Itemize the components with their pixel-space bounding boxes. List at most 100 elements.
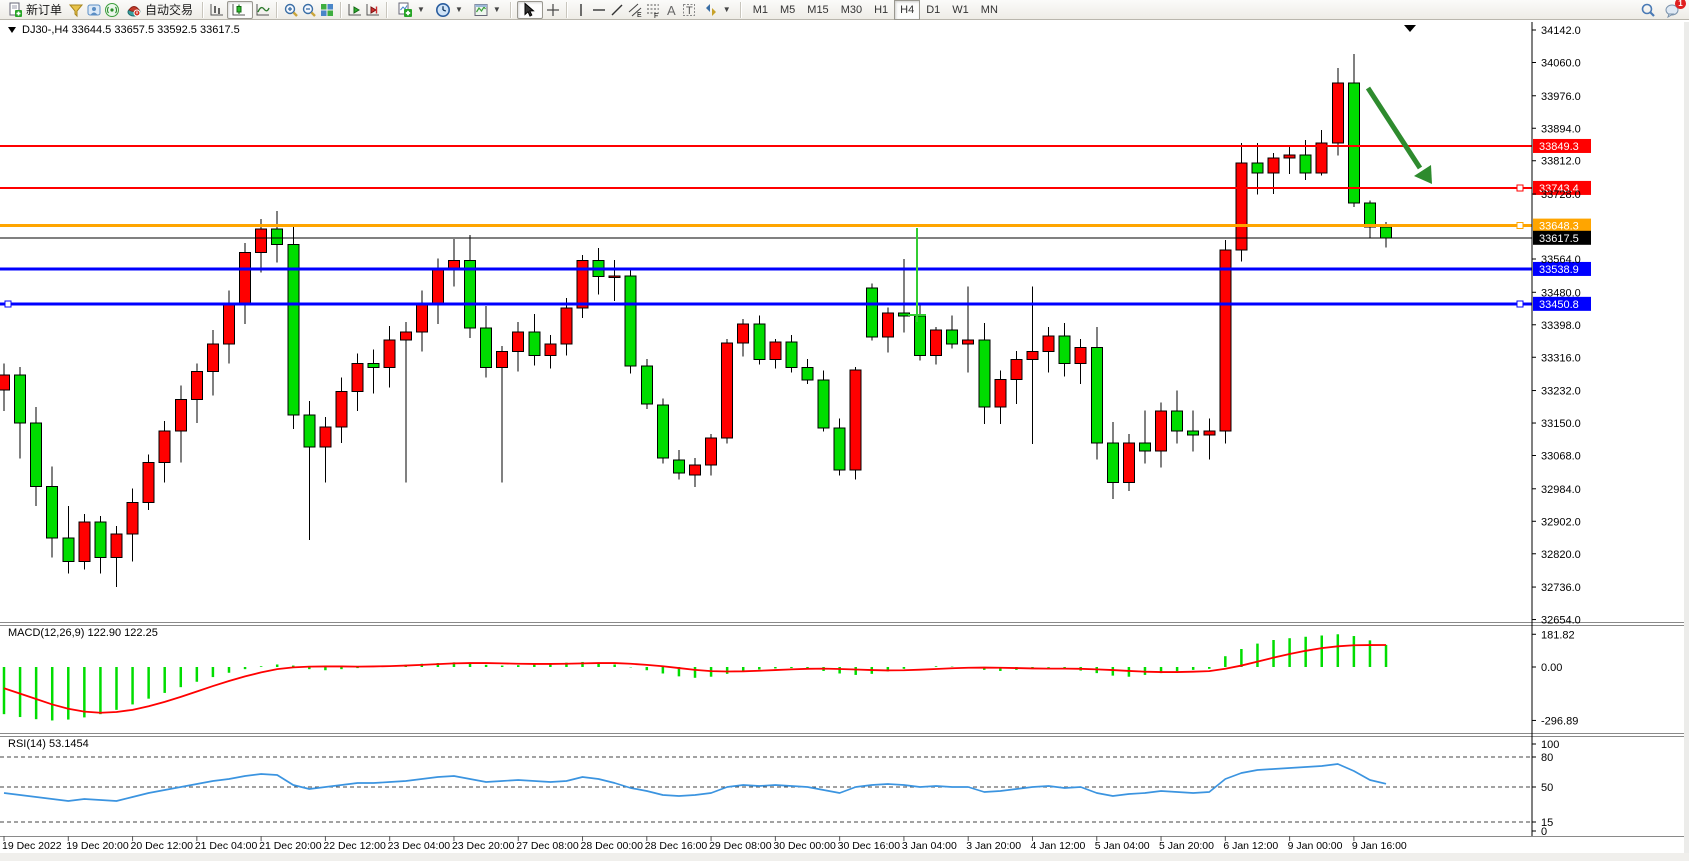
price-tick-label: 34142.0	[1541, 25, 1581, 37]
text-tool-icon[interactable]: A	[663, 2, 679, 18]
timeframe-M30[interactable]: M30	[840, 3, 863, 16]
candle	[190, 363, 203, 424]
candle-body	[287, 244, 300, 416]
auto-trading-button[interactable]: 自动交易	[122, 0, 197, 20]
bar-chart-mode-icon[interactable]	[209, 2, 225, 18]
level-handle[interactable]	[1516, 184, 1524, 192]
arrows-tool-button[interactable]: ▼	[699, 0, 735, 20]
down-arrow-annotation[interactable]	[1365, 86, 1423, 170]
candle-body	[1010, 359, 1023, 380]
rsi-axis-label: 15	[1541, 817, 1553, 829]
vertical-line-tool-icon[interactable]	[573, 2, 589, 18]
candle	[351, 353, 364, 412]
timeframe-H4[interactable]: H4	[894, 0, 921, 20]
line-chart-mode-icon[interactable]	[255, 2, 271, 18]
notification-badge: 1	[1675, 0, 1686, 9]
toolbar-separator	[565, 1, 568, 18]
auto-scroll-icon[interactable]	[347, 2, 363, 18]
templates-button[interactable]: ▼	[469, 0, 505, 20]
signal-icon[interactable]	[104, 2, 120, 18]
trendline-tool-icon[interactable]	[609, 2, 625, 18]
candle-body	[849, 369, 862, 471]
time-tick-label: 4 Jan 12:00	[1030, 840, 1085, 852]
timeframe-M1[interactable]: M1	[752, 3, 768, 16]
price-level-label: 33538.9	[1539, 264, 1579, 276]
time-tick-label: 9 Jan 00:00	[1288, 840, 1343, 852]
level-handle[interactable]	[4, 300, 12, 308]
rsi-axis-label: 0	[1541, 826, 1547, 838]
candle	[480, 306, 493, 378]
candle-body	[335, 390, 348, 428]
level-handle[interactable]	[1516, 300, 1524, 308]
annotations-layer[interactable]	[908, 25, 1432, 322]
price-tick-label: 33812.0	[1541, 156, 1581, 168]
price-tick-label: 32654.0	[1541, 615, 1581, 627]
toolbar-separator	[340, 1, 343, 18]
candles-layer	[0, 54, 1393, 588]
candle-body	[1187, 430, 1200, 436]
search-icon[interactable]	[1640, 2, 1656, 18]
new-order-button[interactable]: 新订单	[3, 0, 66, 20]
candle	[1219, 239, 1232, 444]
cursor-tool-icon[interactable]	[516, 0, 543, 19]
timeframe-M15[interactable]: M15	[807, 3, 829, 16]
level-handle[interactable]	[1516, 222, 1524, 230]
add-indicator-icon	[397, 2, 413, 18]
periods-button[interactable]: ▼	[431, 0, 467, 20]
candlestick-mode-icon[interactable]	[227, 0, 254, 19]
crosshair-tool-icon[interactable]	[545, 2, 561, 18]
candle	[464, 234, 477, 338]
candle	[46, 466, 59, 558]
candle	[512, 321, 525, 372]
candle-body	[721, 342, 734, 439]
time-axis[interactable]: 19 Dec 2022 19 Dec 20:00 20 Dec 12:00 21 De…	[2, 836, 1407, 852]
candle	[126, 488, 139, 562]
symbol-dropdown-icon[interactable]	[8, 26, 17, 34]
level-lines-layer[interactable]	[0, 144, 1532, 308]
zoom-in-icon[interactable]	[283, 2, 299, 18]
time-tick-label: 22 Dec 12:00	[323, 840, 386, 852]
profile-icon[interactable]	[86, 2, 102, 18]
macd-signal-line	[3, 644, 1387, 714]
candle-body	[737, 323, 750, 344]
text-label-tool-icon[interactable]: T	[681, 2, 697, 18]
fibonacci-tool-icon[interactable]: F	[645, 2, 661, 20]
price-tick-label: 33316.0	[1541, 352, 1581, 364]
tile-windows-icon[interactable]	[319, 2, 335, 18]
candle	[672, 449, 685, 480]
candle	[335, 377, 348, 443]
channel-tool-icon[interactable]: E	[627, 2, 643, 19]
chart-window[interactable]: 181.82 0.00 -296.89 100 80 50 15 0 33849.3 3374…	[0, 20, 1689, 861]
time-tick-label: 30 Dec 16:00	[838, 840, 901, 852]
zoom-out-icon[interactable]	[301, 2, 317, 18]
toolbar-separator	[202, 1, 205, 18]
candle-body	[303, 414, 316, 448]
macd-panel: 181.82 0.00 -296.89	[2, 629, 1578, 727]
funnel-icon[interactable]	[68, 2, 84, 18]
candle	[656, 398, 669, 464]
candle-body	[881, 312, 894, 338]
time-tick-label: 3 Jan 04:00	[902, 840, 957, 852]
timeframe-D1[interactable]: D1	[926, 3, 941, 16]
timeframe-H1[interactable]: H1	[874, 3, 889, 16]
timeframe-W1[interactable]: W1	[952, 3, 969, 16]
candle-body	[608, 275, 621, 279]
price-tick-label: 33894.0	[1541, 123, 1581, 135]
panel-separators[interactable]	[0, 22, 1689, 861]
timeframe-M5[interactable]: M5	[780, 3, 796, 16]
price-level-label: 33743.4	[1539, 183, 1579, 195]
candle	[705, 434, 718, 476]
chart-shift-icon[interactable]	[365, 2, 381, 18]
horizontal-line-tool-icon[interactable]	[591, 2, 607, 18]
timeframe-bar: M1 M5 M15 M30 H1 H4 D1 W1 MN	[747, 0, 1004, 20]
candle-body	[978, 339, 991, 408]
timeframe-MN[interactable]: MN	[980, 3, 998, 16]
add-indicator-button[interactable]: ▼	[393, 0, 429, 20]
notifications-icon[interactable]: 1	[1664, 0, 1686, 18]
price-level-label: 33648.3	[1539, 221, 1579, 233]
candle	[158, 421, 171, 483]
chart-shift-triangle[interactable]	[1404, 25, 1416, 32]
candle-body	[544, 343, 557, 357]
